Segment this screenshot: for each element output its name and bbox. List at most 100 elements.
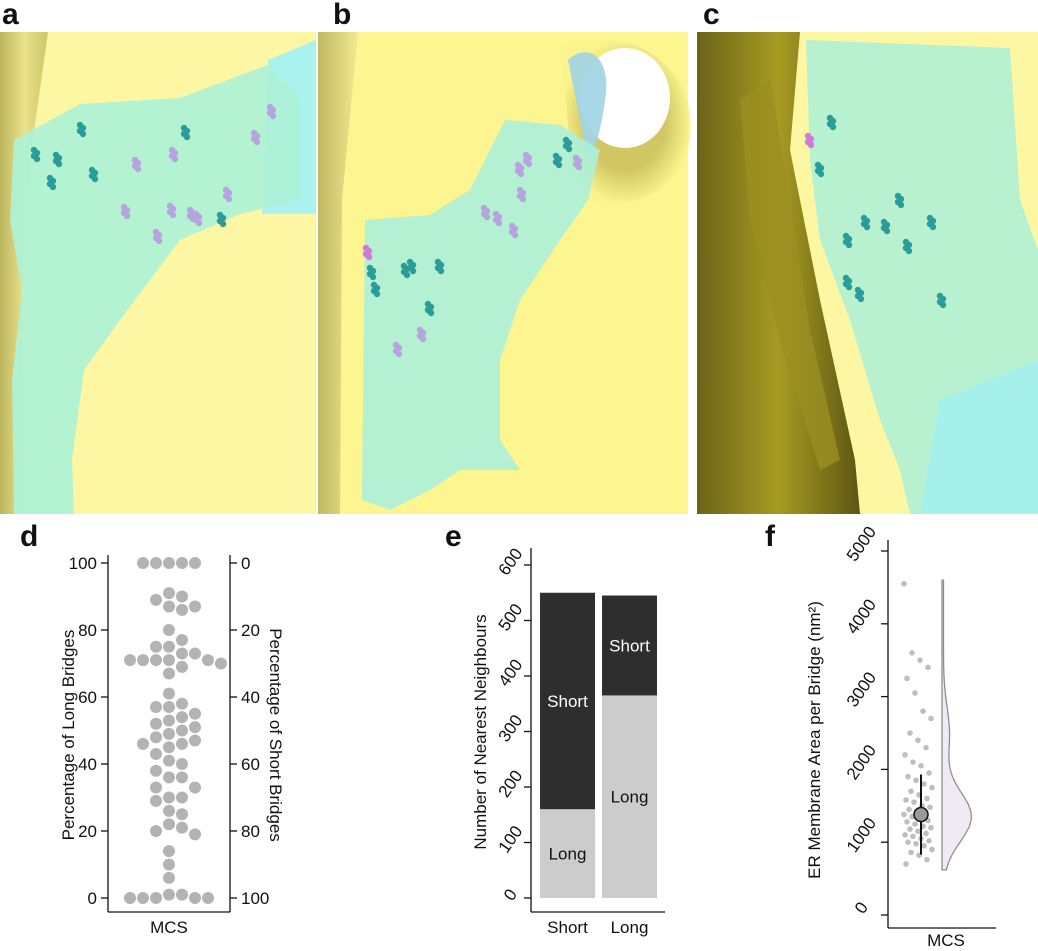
- tick-label-right: 60: [241, 755, 260, 774]
- data-point: [910, 759, 916, 765]
- bar-label: Long: [611, 788, 649, 807]
- data-point: [912, 821, 918, 827]
- tick-label-right: 20: [241, 621, 260, 640]
- data-point: [928, 715, 934, 722]
- data-point: [915, 828, 921, 835]
- tick-label-right: 40: [241, 688, 260, 707]
- data-point: [924, 795, 930, 802]
- tick-label-f: 3000: [843, 669, 880, 711]
- data-point: [909, 650, 915, 656]
- data-point: [150, 557, 162, 569]
- data-point: [189, 557, 201, 569]
- bar-long-long: [602, 695, 657, 898]
- data-point: [176, 660, 188, 673]
- data-point: [901, 811, 907, 818]
- data-point: [137, 892, 149, 904]
- data-point: [926, 837, 932, 844]
- data-point: [176, 771, 188, 784]
- data-point: [176, 821, 188, 834]
- x-label-f: MCS: [927, 931, 965, 950]
- data-point: [926, 770, 932, 776]
- data-point: [150, 764, 162, 777]
- data-point: [150, 717, 162, 730]
- data-point: [907, 730, 913, 736]
- tick-label-f: 5000: [843, 523, 880, 565]
- mean-point: [913, 806, 929, 823]
- tick-label-left: 80: [78, 621, 97, 640]
- data-point: [150, 593, 162, 606]
- data-point: [921, 843, 927, 849]
- panel-letter-d: d: [20, 520, 39, 553]
- data-point: [904, 819, 910, 825]
- data-point: [925, 664, 931, 671]
- data-point: [911, 799, 917, 805]
- data-point: [189, 828, 201, 841]
- data-point: [150, 781, 162, 794]
- data-point: [137, 654, 149, 667]
- data-point: [920, 708, 926, 714]
- data-point: [202, 892, 214, 904]
- data-point: [176, 724, 188, 737]
- tick-label-left: 0: [88, 889, 97, 908]
- data-point: [176, 808, 188, 821]
- data-point: [150, 654, 162, 667]
- data-point: [907, 826, 913, 832]
- data-point: [163, 624, 175, 636]
- data-point: [176, 590, 188, 603]
- data-point: [163, 754, 175, 767]
- bar-label: Short: [609, 636, 650, 655]
- data-point: [163, 640, 175, 653]
- tick-label-f: 1000: [843, 814, 880, 856]
- tick-label-right: 80: [241, 822, 260, 841]
- data-point: [163, 667, 175, 680]
- data-point: [928, 824, 934, 831]
- data-point: [150, 825, 162, 837]
- data-point: [163, 600, 175, 613]
- data-point: [176, 557, 188, 569]
- data-point: [915, 737, 921, 744]
- data-point: [176, 758, 188, 770]
- data-point: [189, 781, 201, 794]
- data-point: [163, 687, 175, 700]
- y-label-d: Percentage of Long Bridges: [59, 630, 78, 841]
- data-point: [163, 557, 175, 569]
- x-label-d: MCS: [150, 918, 188, 937]
- data-point: [176, 697, 188, 710]
- tick-label-f: 4000: [843, 596, 880, 638]
- y-label-right-d: Percentage of Short Bridges: [266, 628, 285, 842]
- data-point: [189, 707, 201, 720]
- data-point: [902, 832, 908, 838]
- data-point: [904, 675, 910, 682]
- data-point: [163, 701, 175, 714]
- data-point: [901, 580, 907, 587]
- data-point: [163, 804, 175, 817]
- data-point: [176, 711, 188, 724]
- data-point: [124, 892, 136, 904]
- tick-label-right: 100: [241, 889, 269, 908]
- data-point: [150, 731, 162, 744]
- data-point: [163, 791, 175, 804]
- bar-short-short: [540, 592, 595, 810]
- tick-label-left: 60: [78, 688, 97, 707]
- data-point: [215, 657, 227, 670]
- x-tick-label-e: Short: [547, 918, 588, 937]
- tick-label-left: 100: [69, 554, 97, 573]
- x-tick-label-e: Long: [611, 918, 649, 937]
- data-point: [163, 845, 175, 858]
- data-point: [163, 771, 175, 784]
- data-point: [902, 752, 908, 758]
- data-point: [924, 856, 930, 863]
- data-point: [150, 892, 162, 904]
- data-point: [202, 654, 214, 667]
- data-point: [163, 727, 175, 740]
- data-point: [189, 892, 201, 904]
- panel-letter-b: b: [333, 0, 352, 31]
- bar-long-short: [602, 595, 657, 696]
- data-point: [163, 741, 175, 754]
- data-point: [137, 737, 149, 750]
- data-point: [176, 647, 188, 660]
- data-point: [903, 861, 909, 867]
- tick-label-left: 40: [78, 755, 97, 774]
- y-label-f: ER Membrane Area per Bridge (nm²): [805, 601, 824, 879]
- bar-label: Short: [547, 692, 588, 711]
